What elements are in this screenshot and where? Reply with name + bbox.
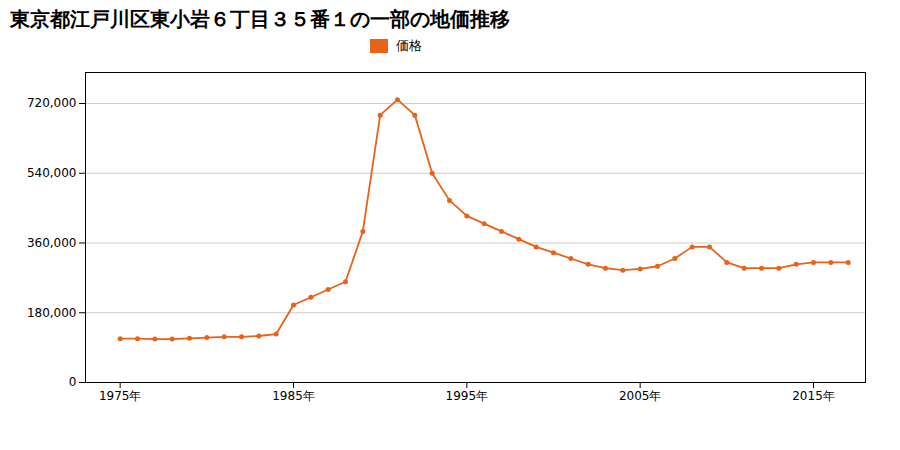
- svg-text:360,000: 360,000: [27, 236, 77, 250]
- svg-text:720,000: 720,000: [27, 96, 77, 110]
- svg-text:540,000: 540,000: [27, 166, 77, 180]
- html-text:東京都江戸川区東小岩６丁目３５番１の一部の地価推移: 東京都江戸川区東小岩６丁目３５番１の一部の地価推移: [10, 7, 510, 31]
- svg-text:1975年: 1975年: [99, 389, 142, 403]
- svg-text:2015年: 2015年: [792, 389, 835, 403]
- svg-text:2005年: 2005年: [619, 389, 662, 403]
- svg-text:1985年: 1985年: [272, 389, 315, 403]
- svg-text:180,000: 180,000: [27, 306, 77, 320]
- svg-text:1995年: 1995年: [446, 389, 489, 403]
- html-text:価格: 価格: [396, 38, 422, 53]
- svg-text:0: 0: [69, 375, 77, 389]
